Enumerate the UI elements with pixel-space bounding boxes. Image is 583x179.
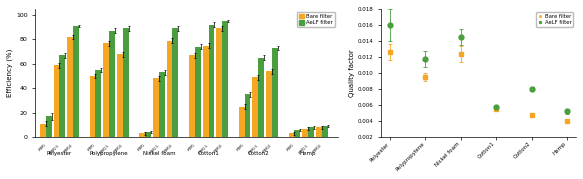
Bar	[216, 28, 222, 137]
Text: $PM_{10}$: $PM_{10}$	[261, 142, 275, 156]
Bar	[117, 54, 123, 137]
Text: $PM_1$: $PM_1$	[235, 142, 248, 154]
Text: $PM_1$: $PM_1$	[86, 142, 99, 154]
Text: $PM_{2.5}$: $PM_{2.5}$	[97, 142, 112, 157]
Bar	[195, 47, 201, 137]
Text: $PM_{2.5}$: $PM_{2.5}$	[147, 142, 161, 157]
Text: $PM_{10}$: $PM_{10}$	[62, 142, 76, 156]
Bar	[90, 76, 96, 137]
Bar	[308, 127, 314, 137]
Bar	[173, 28, 178, 137]
Text: $PM_{2.5}$: $PM_{2.5}$	[247, 142, 261, 157]
Bar	[167, 41, 173, 137]
Bar	[189, 55, 195, 137]
Y-axis label: Quality factor: Quality factor	[349, 49, 355, 97]
Bar	[222, 21, 228, 137]
Bar	[40, 124, 45, 137]
Bar	[45, 116, 51, 137]
Bar	[67, 37, 73, 137]
Text: $PM_{10}$: $PM_{10}$	[161, 142, 175, 156]
Bar	[266, 71, 272, 137]
Text: $PM_{2.5}$: $PM_{2.5}$	[197, 142, 212, 157]
Legend: Bare filter, AeLF filter: Bare filter, AeLF filter	[536, 12, 574, 27]
Bar	[294, 130, 300, 137]
Bar	[209, 25, 215, 137]
Text: $PM_1$: $PM_1$	[36, 142, 48, 154]
Bar	[289, 133, 294, 137]
Bar	[159, 72, 164, 137]
Bar	[316, 127, 322, 137]
Bar	[59, 55, 65, 137]
Bar	[103, 43, 109, 137]
Bar	[252, 77, 258, 137]
Legend: Bare filter, AeLF filter: Bare filter, AeLF filter	[297, 12, 335, 27]
Bar	[145, 132, 151, 137]
Text: $PM_1$: $PM_1$	[285, 142, 297, 154]
Bar	[153, 78, 159, 137]
Bar	[239, 107, 245, 137]
Bar	[322, 126, 328, 137]
Bar	[139, 133, 145, 137]
Bar	[123, 28, 129, 137]
Bar	[54, 65, 59, 137]
Bar	[258, 58, 264, 137]
Text: $PM_1$: $PM_1$	[136, 142, 148, 154]
Y-axis label: Efficiency (%): Efficiency (%)	[7, 49, 13, 97]
Bar	[203, 45, 209, 137]
Text: $PM_{2.5}$: $PM_{2.5}$	[296, 142, 311, 157]
Text: $PM_1$: $PM_1$	[185, 142, 198, 154]
Text: $PM_{2.5}$: $PM_{2.5}$	[48, 142, 62, 157]
Text: $PM_{10}$: $PM_{10}$	[211, 142, 225, 156]
Bar	[96, 70, 101, 137]
Bar	[302, 129, 308, 137]
Bar	[73, 26, 79, 137]
Bar	[272, 48, 278, 137]
Text: $PM_{10}$: $PM_{10}$	[311, 142, 325, 156]
Bar	[109, 31, 115, 137]
Text: $PM_{10}$: $PM_{10}$	[112, 142, 126, 156]
Bar	[245, 94, 251, 137]
